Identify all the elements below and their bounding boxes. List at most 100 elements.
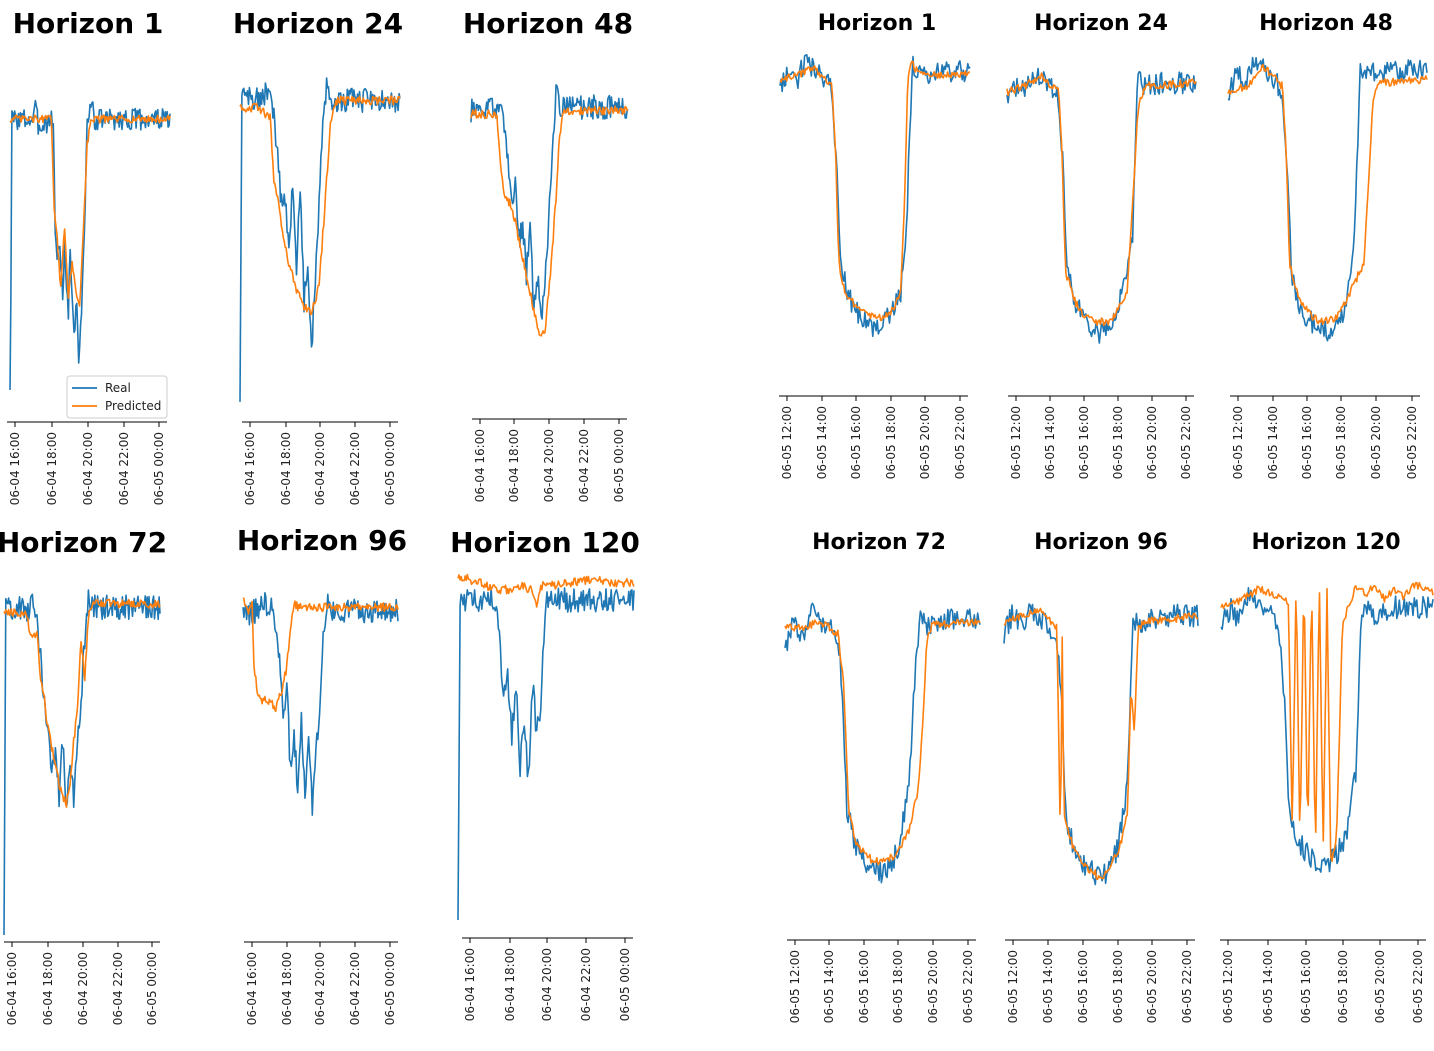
x-tick-label: 06-05 20:00 [1369, 406, 1383, 479]
panel-9: Horizon 48 06-05 12:00 06-05 14:00 06-05 16… [1227, 11, 1428, 479]
panel-7: Horizon 1 06-05 12:00 06-05 14:00 06-05 16:… [779, 11, 971, 479]
x-tick-label: 06-04 20:00 [81, 432, 95, 505]
x-tick-label: 06-04 18:00 [503, 948, 517, 1021]
x-tick-label: 06-05 18:00 [891, 950, 905, 1023]
x-tick-label: 06-05 00:00 [152, 432, 166, 505]
x-tick-label: 06-05 20:00 [1373, 950, 1387, 1023]
series-line-predicted [470, 105, 629, 337]
x-tick-label: 06-05 16:00 [1077, 406, 1091, 479]
panel-title: Horizon 48 [1259, 11, 1393, 36]
panel-title: Horizon 1 [818, 11, 936, 36]
x-tick-label: 06-04 20:00 [540, 948, 554, 1021]
x-tick-label: 06-04 22:00 [579, 948, 593, 1021]
x-tick-label: 06-05 12:00 [788, 950, 802, 1023]
x-tick-label: 06-04 18:00 [280, 952, 294, 1025]
legend-label: Predicted [105, 399, 161, 413]
x-tick-label: 06-04 20:00 [76, 952, 90, 1025]
panel-2: Horizon 24 06-04 16:00 06-04 18:00 06-04 20… [233, 7, 403, 505]
series-line-real [239, 77, 401, 402]
series-line-predicted [1220, 581, 1434, 863]
x-tick-label: 06-04 18:00 [507, 429, 521, 502]
series-line-predicted [784, 618, 981, 866]
panel-title: Horizon 1 [13, 7, 164, 40]
series-line-real [1006, 67, 1197, 344]
x-tick-label: 06-05 16:00 [857, 950, 871, 1023]
legend-label: Real [105, 381, 131, 395]
panel-1: Horizon 1 06-04 16:00 06-04 18:00 06-04 20:… [7, 7, 171, 505]
x-tick-label: 06-05 22:00 [1179, 406, 1193, 479]
series-line-real [470, 84, 629, 320]
series-line-real [242, 592, 399, 816]
x-tick-label: 06-05 22:00 [1180, 950, 1194, 1023]
x-tick-label: 06-05 20:00 [1145, 950, 1159, 1023]
x-tick-label: 06-05 00:00 [383, 952, 397, 1025]
x-tick-label: 06-04 22:00 [111, 952, 125, 1025]
x-tick-label: 06-04 16:00 [5, 952, 19, 1025]
x-tick-label: 06-05 16:00 [1300, 406, 1314, 479]
panel-title: Horizon 24 [1034, 11, 1168, 36]
x-tick-label: 06-05 16:00 [1076, 950, 1090, 1023]
x-tick-label: 06-05 00:00 [145, 952, 159, 1025]
x-tick-label: 06-04 20:00 [313, 432, 327, 505]
series-line-real [779, 54, 971, 338]
x-tick-label: 06-04 16:00 [473, 429, 487, 502]
x-tick-label: 06-04 18:00 [279, 432, 293, 505]
x-tick-label: 06-05 18:00 [1111, 950, 1125, 1023]
x-tick-label: 06-04 22:00 [348, 952, 362, 1025]
legend: Real Predicted [66, 375, 168, 419]
x-tick-label: 06-04 22:00 [348, 432, 362, 505]
series-line-real [1003, 603, 1199, 886]
panel-8: Horizon 24 06-05 12:00 06-05 14:00 06-05 16… [1006, 11, 1197, 479]
x-tick-label: 06-04 22:00 [117, 432, 131, 505]
series-line-predicted [1003, 607, 1199, 881]
x-tick-label: 06-05 12:00 [1231, 406, 1245, 479]
series-line-predicted [239, 95, 401, 316]
panel-5: Horizon 96 06-04 16:00 06-04 18:00 06-04 20… [237, 524, 407, 1025]
panel-12: Horizon 120 06-05 12:00 06-05 14:00 06-05 1… [1220, 530, 1434, 1023]
x-tick-label: 06-05 14:00 [1043, 406, 1057, 479]
panels-layer: Horizon 1 06-04 16:00 06-04 18:00 06-04 20:… [0, 7, 1434, 1025]
series-line-real [784, 602, 981, 884]
x-tick-label: 06-05 12:00 [1221, 950, 1235, 1023]
x-tick-label: 06-05 20:00 [926, 950, 940, 1023]
x-tick-label: 06-05 22:00 [953, 406, 967, 479]
x-tick-label: 06-05 20:00 [1145, 406, 1159, 479]
panel-10: Horizon 72 06-05 12:00 06-05 14:00 06-05 16… [784, 530, 981, 1023]
series-line-predicted [1006, 72, 1197, 327]
series-line-real [457, 587, 635, 921]
series-line-predicted [457, 573, 635, 608]
panel-title: Horizon 24 [233, 7, 403, 40]
panel-title: Horizon 120 [450, 526, 640, 559]
x-tick-label: 06-04 16:00 [245, 952, 259, 1025]
panel-4: Horizon 72 06-04 16:00 06-04 18:00 06-04 20… [0, 526, 167, 1025]
x-tick-label: 06-05 22:00 [1411, 950, 1425, 1023]
series-line-real [1220, 587, 1434, 873]
series-line-predicted [242, 597, 399, 713]
panel-title: Horizon 96 [1034, 530, 1168, 555]
panel-title: Horizon 48 [463, 7, 633, 40]
x-tick-label: 06-04 16:00 [463, 948, 477, 1021]
panel-title: Horizon 72 [812, 530, 946, 555]
x-tick-label: 06-05 12:00 [1006, 950, 1020, 1023]
panel-6: Horizon 120 06-04 16:00 06-04 18:00 06-04 2… [450, 526, 640, 1021]
panel-3: Horizon 48 06-04 16:00 06-04 18:00 06-04 20… [463, 7, 633, 502]
series-line-predicted [3, 598, 161, 808]
x-tick-label: 06-05 14:00 [815, 406, 829, 479]
panel-11: Horizon 96 06-05 12:00 06-05 14:00 06-05 16… [1003, 530, 1199, 1023]
panel-title: Horizon 72 [0, 526, 167, 559]
x-tick-label: 06-05 18:00 [884, 406, 898, 479]
legend-box [66, 375, 168, 419]
series-line-real [3, 589, 161, 936]
x-tick-label: 06-05 14:00 [1266, 406, 1280, 479]
x-tick-label: 06-04 18:00 [41, 952, 55, 1025]
series-line-predicted [9, 114, 171, 307]
panel-title: Horizon 120 [1251, 530, 1400, 555]
x-tick-label: 06-05 12:00 [1009, 406, 1023, 479]
series-line-predicted [779, 60, 971, 322]
x-tick-label: 06-05 14:00 [1041, 950, 1055, 1023]
x-tick-label: 06-05 00:00 [383, 432, 397, 505]
x-tick-label: 06-05 22:00 [961, 950, 975, 1023]
x-tick-label: 06-05 14:00 [1261, 950, 1275, 1023]
x-tick-label: 06-05 18:00 [1111, 406, 1125, 479]
